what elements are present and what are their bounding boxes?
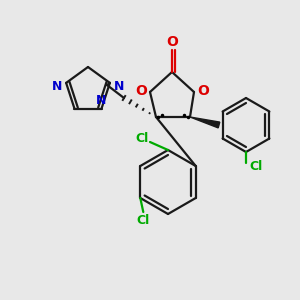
Text: N: N <box>52 80 62 93</box>
Text: O: O <box>197 84 209 98</box>
Text: Cl: Cl <box>135 131 148 145</box>
Text: O: O <box>135 84 147 98</box>
Text: N: N <box>96 94 107 107</box>
Text: N: N <box>114 80 124 93</box>
Polygon shape <box>190 117 220 128</box>
Text: Cl: Cl <box>137 214 150 227</box>
Text: O: O <box>166 35 178 49</box>
Text: Cl: Cl <box>249 160 262 173</box>
